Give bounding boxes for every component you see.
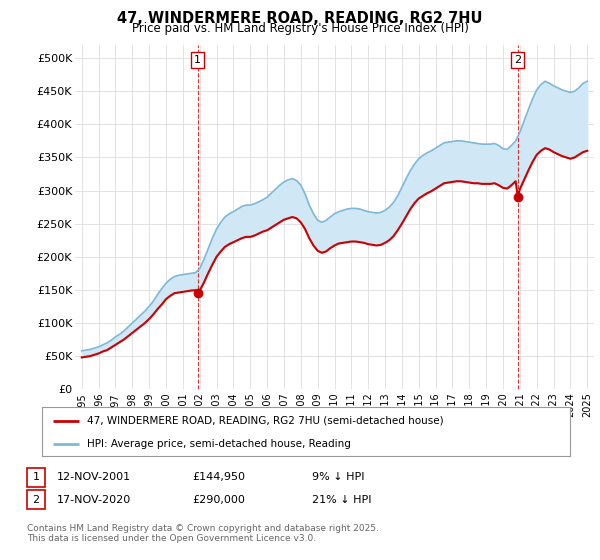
Text: £290,000: £290,000 bbox=[192, 494, 245, 505]
Text: 47, WINDERMERE ROAD, READING, RG2 7HU (semi-detached house): 47, WINDERMERE ROAD, READING, RG2 7HU (s… bbox=[87, 416, 443, 426]
Text: 9% ↓ HPI: 9% ↓ HPI bbox=[312, 472, 365, 482]
Text: £144,950: £144,950 bbox=[192, 472, 245, 482]
Text: 1: 1 bbox=[32, 472, 40, 482]
Text: 12-NOV-2001: 12-NOV-2001 bbox=[57, 472, 131, 482]
Text: 1: 1 bbox=[194, 55, 201, 65]
Text: Contains HM Land Registry data © Crown copyright and database right 2025.
This d: Contains HM Land Registry data © Crown c… bbox=[27, 524, 379, 543]
Text: HPI: Average price, semi-detached house, Reading: HPI: Average price, semi-detached house,… bbox=[87, 439, 351, 449]
Text: 21% ↓ HPI: 21% ↓ HPI bbox=[312, 494, 371, 505]
Text: Price paid vs. HM Land Registry's House Price Index (HPI): Price paid vs. HM Land Registry's House … bbox=[131, 22, 469, 35]
Text: 17-NOV-2020: 17-NOV-2020 bbox=[57, 494, 131, 505]
Text: 2: 2 bbox=[514, 55, 521, 65]
Text: 47, WINDERMERE ROAD, READING, RG2 7HU: 47, WINDERMERE ROAD, READING, RG2 7HU bbox=[117, 11, 483, 26]
Text: 2: 2 bbox=[32, 494, 40, 505]
